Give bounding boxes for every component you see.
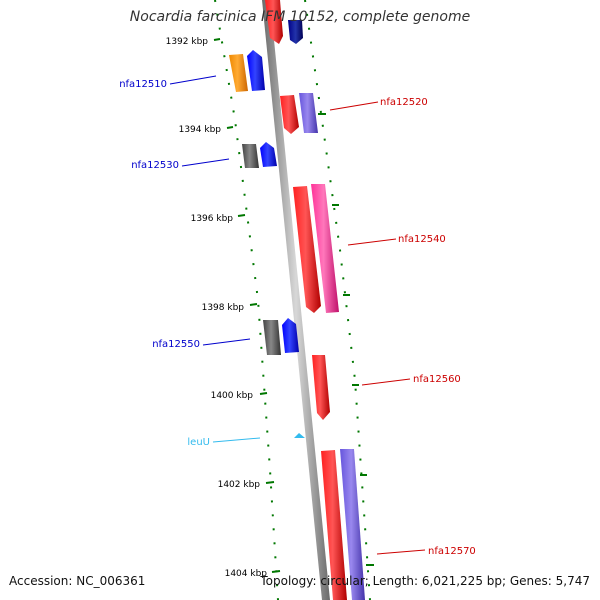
- gene-arrow-nfa12540-red[interactable]: [293, 186, 321, 313]
- leader-lines-left: [169, 75, 261, 443]
- gene-label-nfa12520[interactable]: nfa12520: [380, 97, 428, 108]
- gene-arrow-nfa12540-pink[interactable]: [311, 184, 339, 313]
- gene-arrow-nfa12550-blue[interactable]: [282, 318, 299, 353]
- gene-arrow-nfa12510-blue[interactable]: [247, 50, 265, 91]
- ruler-ticks: [213, 38, 281, 573]
- plus-strand-ticks: [318, 113, 374, 566]
- ruler-labels: 1392 kbp 1394 kbp 1396 kbp 1398 kbp 1400…: [166, 37, 268, 579]
- ruler-label-1396: 1396 kbp: [191, 214, 234, 224]
- gene-arrow-nfa12560-red[interactable]: [312, 355, 330, 420]
- genome-backbone: [262, 0, 330, 600]
- gene-labels-left: nfa12510 nfa12530 nfa12550 leuU: [119, 79, 210, 448]
- gene-arrow-nfa12530-gray[interactable]: [242, 144, 259, 168]
- gene-arrow-top-navy[interactable]: [288, 20, 303, 44]
- gene-arrow-nfa12550-gray[interactable]: [263, 320, 281, 355]
- genome-title: Nocardia farcinica IFM 10152, complete g…: [129, 9, 471, 25]
- plus-strand-dotted-line: [304, 0, 371, 600]
- gene-label-nfa12510[interactable]: nfa12510: [119, 79, 167, 90]
- gene-arrow-nfa12520-red[interactable]: [280, 95, 299, 134]
- gene-arrow-nfa12520-purple[interactable]: [299, 93, 318, 133]
- gene-arrow-nfa12570-red[interactable]: [321, 450, 347, 600]
- gene-label-nfa12530[interactable]: nfa12530: [131, 160, 179, 171]
- ruler-label-1392: 1392 kbp: [166, 37, 209, 47]
- gene-label-leuU[interactable]: leuU: [187, 437, 210, 448]
- gene-arrow-nfa12530-blue[interactable]: [260, 142, 277, 167]
- gene-labels-right: nfa12520 nfa12540 nfa12560 nfa12570: [380, 97, 476, 557]
- accession-info: Accession: NC_006361: [9, 574, 146, 588]
- ruler-label-1402: 1402 kbp: [218, 480, 261, 490]
- gene-label-nfa12560[interactable]: nfa12560: [413, 374, 461, 385]
- genome-stats: Topology: circular; Length: 6,021,225 bp…: [260, 574, 590, 588]
- gene-label-nfa12550[interactable]: nfa12550: [152, 339, 200, 350]
- gene-arrow-nfa12510-orange[interactable]: [229, 54, 248, 92]
- ruler-label-1394: 1394 kbp: [179, 125, 222, 135]
- ruler-label-1398: 1398 kbp: [202, 303, 245, 313]
- ruler-label-1404: 1404 kbp: [225, 569, 268, 579]
- leader-lines-right: [329, 101, 426, 555]
- gene-label-nfa12540[interactable]: nfa12540: [398, 234, 446, 245]
- gene-arrow-top-red[interactable]: [265, 0, 283, 44]
- gene-label-nfa12570[interactable]: nfa12570: [428, 546, 476, 557]
- ruler-label-1400: 1400 kbp: [211, 391, 254, 401]
- gene-arrow-nfa12570-purple[interactable]: [340, 449, 365, 600]
- trna-marker-leuU[interactable]: [294, 433, 305, 438]
